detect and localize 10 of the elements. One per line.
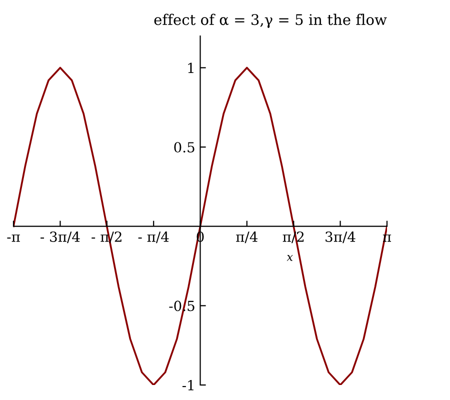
x-tick-label: -π [7, 234, 20, 242]
x-tick-label: π/4 [236, 231, 258, 244]
x-tick-label: 3π/4 [326, 231, 356, 244]
y-tick-label: 0.5 [174, 142, 194, 153]
x-tick-label: - 3π/4 [40, 231, 80, 244]
y-tick-label: -1 [182, 380, 194, 390]
x-axis-title: x [286, 255, 293, 261]
y-tick-label: 1 [188, 62, 194, 74]
x-tick-label: - π/4 [138, 231, 169, 244]
chart-title: effect of α = 3,γ = 5 in the flow [154, 14, 387, 28]
